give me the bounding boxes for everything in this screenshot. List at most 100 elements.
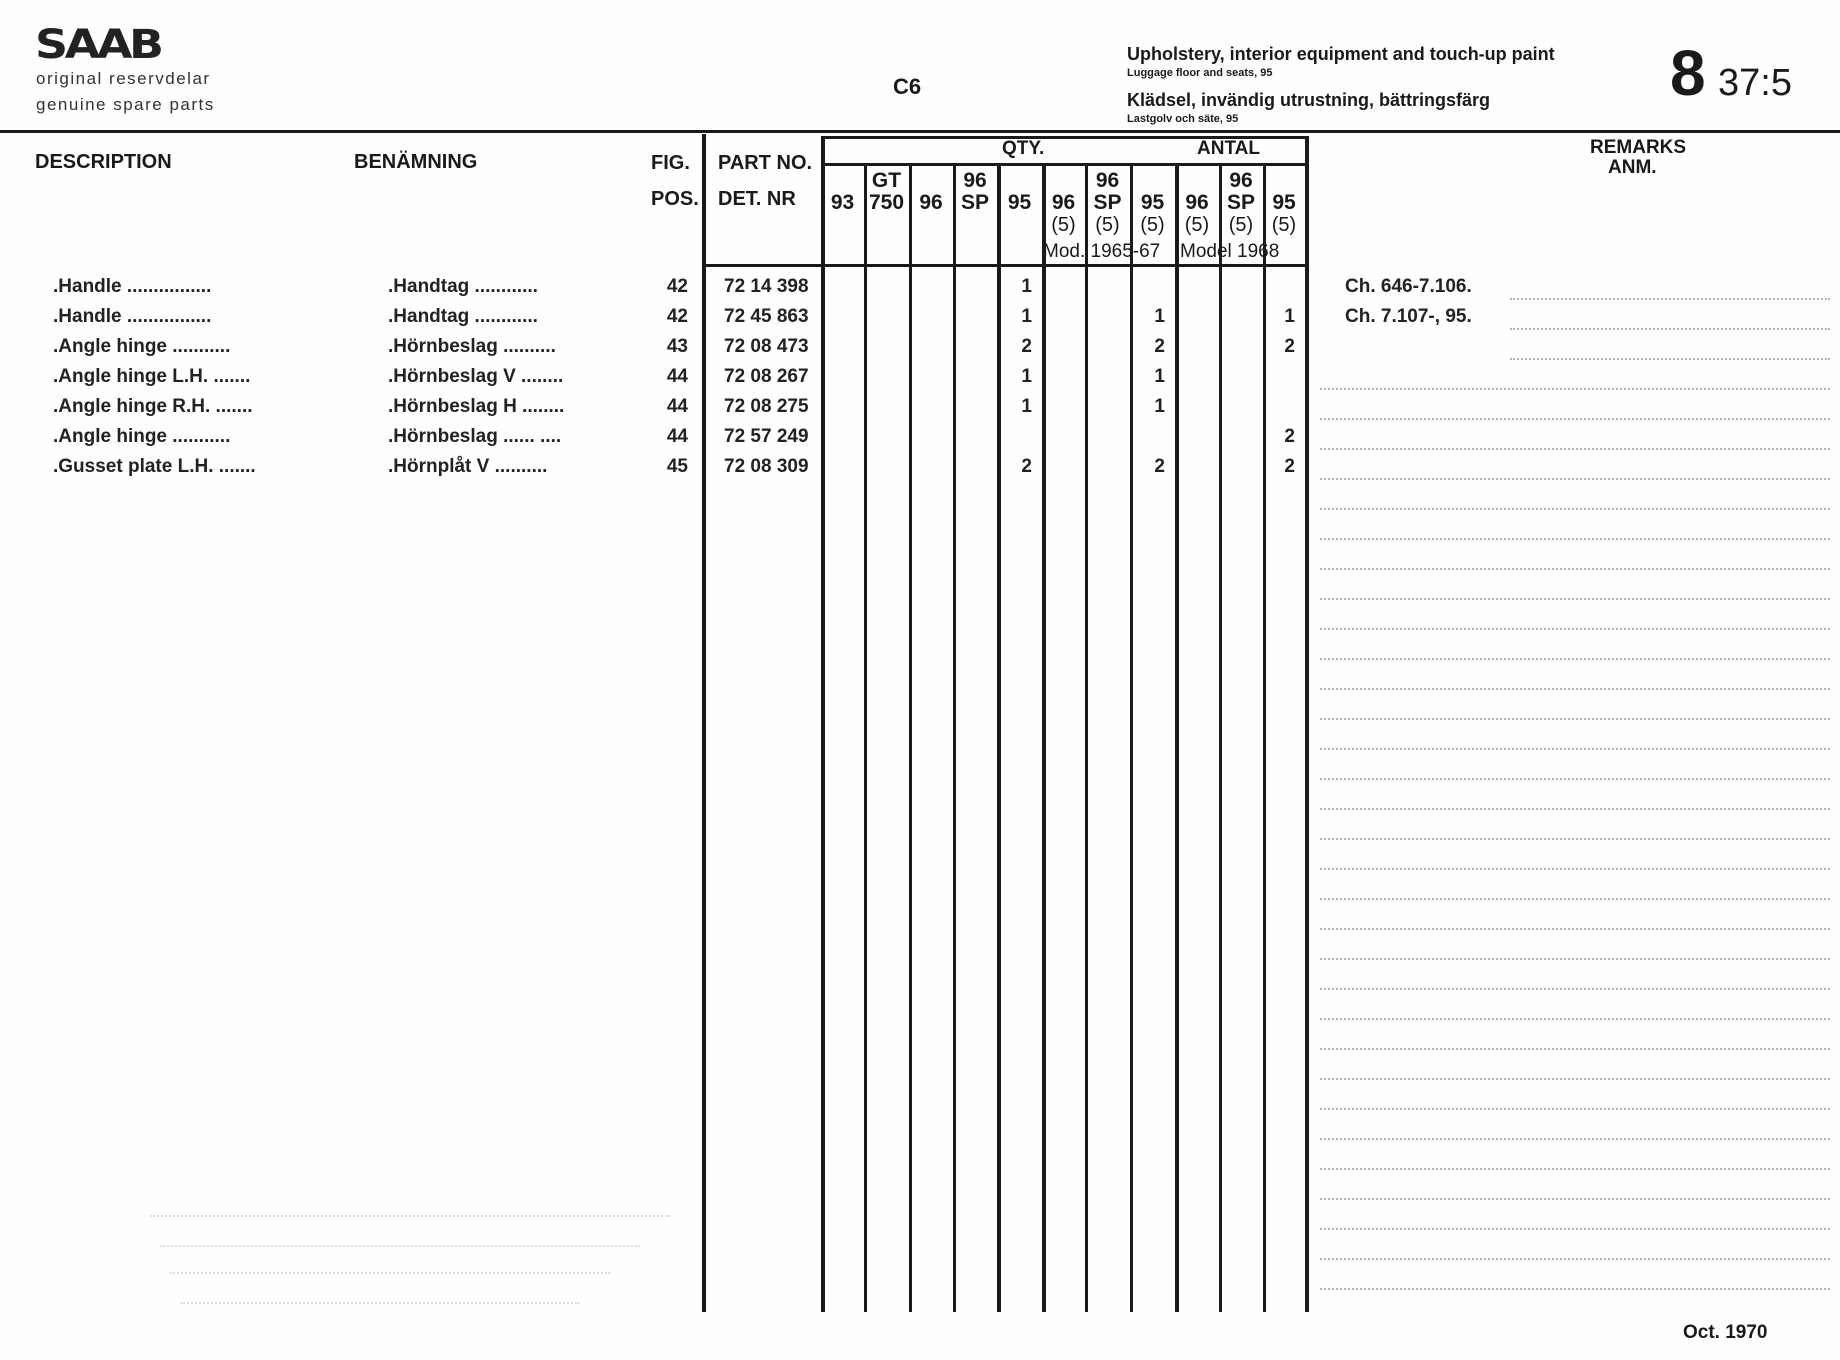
row-qty: 1 — [1021, 366, 1032, 387]
qty-column-header: 95 — [1007, 191, 1032, 214]
row-description: .Angle hinge R.H. ....... — [53, 396, 253, 417]
remarks-dotted-line — [1320, 1168, 1830, 1170]
row-benamning: .Hörnplåt V .......... — [388, 456, 548, 477]
qty-column-header: (5) — [1051, 214, 1076, 236]
remarks-dotted-line — [1320, 1228, 1830, 1230]
row-benamning: .Hörnbeslag V ........ — [388, 366, 564, 387]
subtitle-sv: original reservdelar — [36, 69, 211, 88]
qty-column-header: 96 — [1229, 169, 1253, 192]
row-fig-pos: 43 — [666, 336, 688, 357]
qty-column-header: (5) — [1095, 214, 1120, 236]
row-fig-pos: 44 — [666, 426, 688, 447]
row-fig-pos: 45 — [666, 456, 688, 477]
remarks-dotted-line — [1320, 568, 1830, 570]
table-column-line — [1263, 164, 1266, 1312]
col-qty: QTY. — [1002, 138, 1045, 159]
row-qty: 1 — [1154, 306, 1165, 327]
faint-dotted-line — [160, 1245, 640, 1247]
table-column-line — [1085, 164, 1088, 1312]
row-benamning: .Handtag ............ — [388, 276, 538, 297]
table-column-line — [909, 164, 912, 1312]
remarks-dotted-line — [1510, 328, 1830, 330]
row-description: .Handle ................ — [53, 276, 212, 297]
col-det-nr: DET. NR — [718, 188, 796, 210]
row-fig-pos: 44 — [666, 396, 688, 417]
qty-top-line — [821, 136, 1308, 139]
row-part-number: 72 08 473 — [724, 336, 809, 357]
table-column-line — [953, 164, 956, 1312]
title-sv: Klädsel, invändig utrustning, bättringsf… — [1127, 90, 1491, 110]
qty-column-header: SP — [1226, 191, 1255, 214]
col-part-no: PART NO. — [718, 152, 813, 174]
page-number: 37:5 — [1718, 62, 1792, 104]
remarks-dotted-line — [1320, 658, 1830, 660]
qty-column-header: (5) — [1184, 214, 1210, 236]
row-part-number: 72 08 267 — [724, 366, 809, 387]
model-1968: Model 1968 — [1180, 241, 1280, 262]
group-number: 8 — [1670, 37, 1706, 109]
qty-column-header: 750 — [868, 191, 905, 214]
row-description: .Gusset plate L.H. ....... — [53, 456, 256, 477]
remarks-dotted-line — [1320, 388, 1830, 390]
row-qty: 2 — [1154, 336, 1165, 357]
model-1965-67: Mod. 1965-67 — [1043, 241, 1161, 262]
row-benamning: .Hörnbeslag ...... .... — [388, 426, 562, 447]
faint-dotted-line — [150, 1215, 670, 1217]
qty-column-header: 96 — [1095, 169, 1120, 192]
qty-column-header: 96 — [1185, 191, 1209, 214]
remarks-dotted-line — [1320, 1048, 1830, 1050]
row-part-number: 72 14 398 — [724, 276, 809, 297]
col-fig: FIG. — [651, 152, 690, 174]
footer-date: Oct. 1970 — [1683, 1322, 1768, 1343]
row-qty: 1 — [1021, 396, 1032, 417]
remarks-dotted-line — [1320, 1258, 1830, 1260]
remarks-dotted-line — [1320, 1078, 1830, 1080]
section-code: C6 — [893, 74, 922, 99]
remarks-dotted-line — [1320, 898, 1830, 900]
remarks-dotted-line — [1320, 628, 1830, 630]
remarks-dotted-line — [1320, 1198, 1830, 1200]
remarks-dotted-line — [1320, 478, 1830, 480]
row-description: .Handle ................ — [53, 306, 212, 327]
qty-column-header: 93 — [830, 191, 855, 214]
remarks-dotted-line — [1320, 748, 1830, 750]
row-remark: Ch. 7.107-, 95. — [1345, 306, 1472, 327]
row-description: .Angle hinge L.H. ....... — [53, 366, 251, 387]
table-column-line — [702, 134, 706, 1312]
remarks-dotted-line — [1320, 718, 1830, 720]
row-description: .Angle hinge ........... — [53, 426, 231, 447]
qty-column-header: (5) — [1140, 214, 1165, 236]
remarks-dotted-line — [1510, 358, 1830, 360]
remarks-dotted-line — [1320, 538, 1830, 540]
col-remarks: REMARKS — [1590, 137, 1687, 158]
table-column-line — [821, 136, 825, 1312]
remarks-dotted-line — [1320, 688, 1830, 690]
row-part-number: 72 57 249 — [724, 426, 809, 447]
remarks-dotted-line — [1320, 838, 1830, 840]
remarks-dotted-line — [1320, 1018, 1830, 1020]
row-qty: 2 — [1284, 456, 1295, 477]
qty-column-header: 96 — [919, 191, 943, 214]
row-qty: 2 — [1284, 426, 1295, 447]
qty-column-header: SP — [1093, 191, 1122, 214]
qty-column-header: 96 — [1051, 191, 1076, 214]
row-qty: 2 — [1154, 456, 1165, 477]
table-column-line — [997, 164, 1001, 1312]
remarks-dotted-line — [1320, 508, 1830, 510]
qty-header-line — [821, 163, 1308, 166]
remarks-dotted-line — [1320, 958, 1830, 960]
title-en: Upholstery, interior equipment and touch… — [1127, 44, 1555, 64]
col-benamning: BENÄMNING — [354, 151, 478, 173]
remarks-dotted-line — [1320, 1288, 1830, 1290]
table-column-line — [1219, 164, 1222, 1312]
remarks-dotted-line — [1320, 928, 1830, 930]
qty-column-header: SP — [960, 191, 989, 214]
row-fig-pos: 42 — [666, 276, 688, 297]
row-qty: 1 — [1021, 276, 1032, 297]
remarks-dotted-line — [1510, 298, 1830, 300]
subtitle-title-sv: Lastgolv och säte, 95 — [1127, 113, 1239, 125]
table-column-line — [1175, 164, 1179, 1312]
qty-column-header: (5) — [1271, 214, 1297, 236]
col-antal: ANTAL — [1197, 138, 1260, 159]
